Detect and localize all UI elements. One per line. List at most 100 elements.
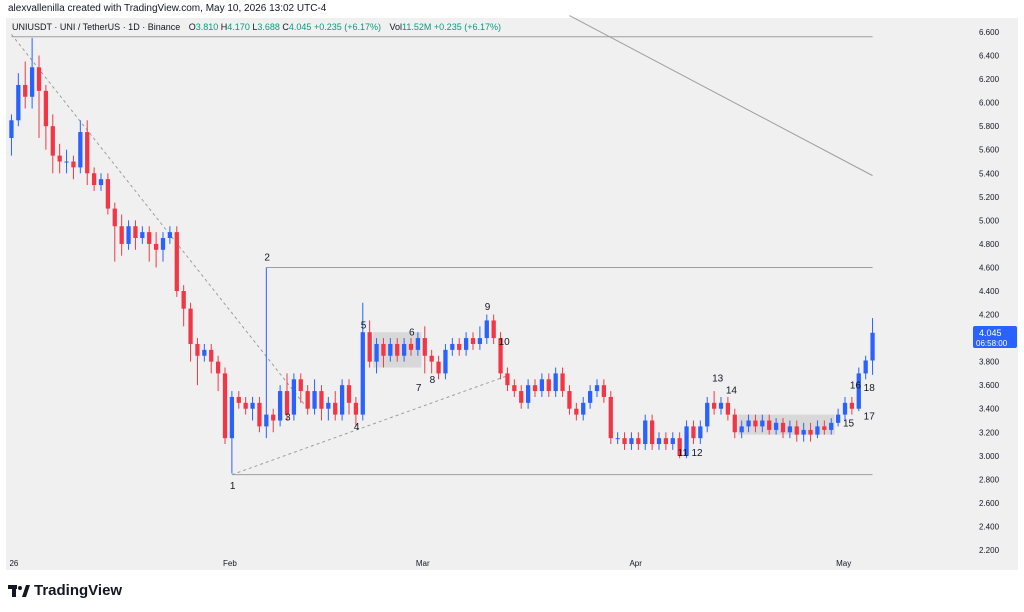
candle-body — [560, 373, 565, 392]
candle-body — [188, 308, 193, 344]
y-tick-label: 5.200 — [979, 193, 1000, 202]
wave-label: 16 — [850, 381, 862, 392]
candle — [519, 385, 524, 409]
wave-label: 12 — [691, 448, 703, 459]
legend-close: 4.045 — [288, 22, 312, 32]
candle-body — [491, 320, 496, 339]
candle-body — [153, 243, 159, 250]
candle — [457, 338, 462, 356]
chart-frame — [6, 18, 1018, 570]
candle — [739, 420, 744, 439]
candle — [319, 385, 324, 421]
candle-body — [174, 232, 179, 291]
candle — [767, 414, 772, 435]
candle — [277, 385, 283, 427]
candle — [746, 414, 751, 433]
candle — [16, 73, 21, 127]
tradingview-logo: TradingView — [8, 582, 122, 599]
legend-vol-label: Vol — [389, 22, 403, 32]
legend-low-label: L — [252, 22, 258, 32]
candle-body — [277, 391, 283, 421]
wave-label: 11 — [678, 448, 689, 459]
candle-body — [284, 391, 290, 415]
candle — [636, 432, 641, 450]
candle-body — [870, 332, 875, 361]
candle-body — [346, 385, 352, 403]
candle — [64, 149, 69, 174]
candle — [629, 432, 634, 450]
candle — [718, 396, 724, 415]
candle — [470, 332, 476, 350]
candle — [835, 408, 841, 427]
candle-body — [119, 226, 124, 244]
candle-body — [78, 132, 83, 168]
candle-body — [718, 402, 724, 409]
legend-open-label: O — [188, 22, 196, 32]
candle-body — [532, 385, 538, 392]
last-price-countdown: 06:58:00 — [976, 339, 1008, 348]
candle — [284, 373, 290, 421]
level-line[interactable] — [569, 15, 873, 177]
candle-body — [23, 84, 28, 97]
legend-low: 3.688 — [257, 22, 280, 32]
candle-body — [167, 232, 173, 239]
candle — [856, 367, 861, 412]
candle — [429, 349, 434, 374]
candle-body — [477, 338, 483, 344]
candle-body — [57, 155, 62, 162]
candle — [167, 226, 173, 244]
candle-body — [147, 232, 152, 244]
consolidation-box[interactable] — [738, 414, 835, 435]
candle-body — [222, 373, 228, 439]
candle — [408, 338, 414, 356]
candle-body — [257, 402, 262, 427]
candle-body — [732, 414, 737, 433]
x-tick-label: May — [836, 559, 851, 568]
candle-body — [525, 385, 531, 403]
candle-body — [629, 438, 634, 445]
dashed-trendline[interactable] — [231, 375, 508, 476]
dashed-trendline[interactable] — [11, 34, 309, 410]
legend-change: +0.235 (+6.17%) — [313, 22, 382, 32]
candle-body — [801, 429, 806, 435]
candle — [333, 391, 338, 421]
candle-body — [388, 343, 393, 356]
candle — [842, 396, 848, 421]
candle — [711, 391, 717, 415]
legend-high-label: H — [220, 22, 228, 32]
candle-body — [236, 396, 241, 403]
candle-body — [622, 438, 627, 445]
candle-body — [209, 349, 214, 362]
y-tick-label: 3.800 — [979, 358, 1000, 367]
candle — [484, 314, 489, 344]
candle — [622, 432, 627, 450]
candle — [78, 120, 83, 174]
candle — [422, 326, 427, 374]
candle-body — [395, 343, 400, 356]
candle — [98, 173, 104, 191]
candle — [236, 391, 241, 409]
symbol-legend: UNIUSDT · UNI / TetherUS · 1D · Binance … — [12, 22, 501, 32]
candle — [463, 332, 469, 356]
candle — [608, 391, 613, 445]
candle-body — [808, 429, 813, 435]
candle-body — [105, 179, 111, 209]
candle — [794, 420, 799, 442]
y-tick-label: 4.600 — [979, 263, 1000, 272]
candle-body — [567, 391, 572, 409]
candle-body — [739, 426, 744, 433]
y-tick-label: 6.400 — [979, 52, 1000, 61]
candle-body — [670, 438, 675, 445]
wave-label: 9 — [485, 302, 491, 313]
candle-body — [243, 402, 248, 409]
candle-body — [339, 385, 345, 415]
candle — [829, 418, 834, 435]
candle — [353, 396, 359, 427]
candle — [787, 420, 793, 439]
candle — [601, 379, 607, 403]
candle-body — [64, 161, 69, 163]
candle-body — [787, 426, 793, 433]
candle — [153, 232, 159, 268]
candle-body — [202, 349, 207, 356]
